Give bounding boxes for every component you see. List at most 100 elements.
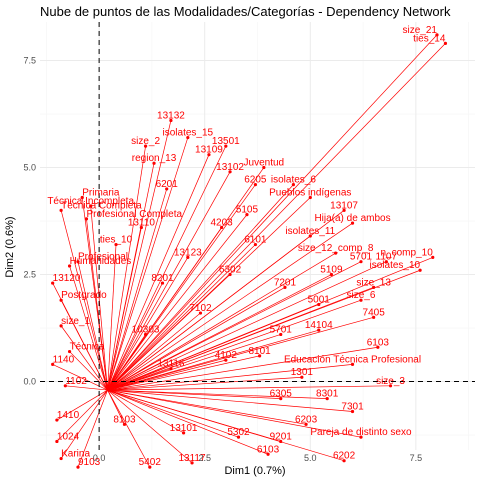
data-point [165, 187, 169, 191]
point-label: 13501 [212, 136, 240, 147]
point-label: size_21 [403, 25, 438, 36]
point-label: 6103 [367, 337, 390, 348]
data-point [279, 439, 283, 444]
point-label: 6203 [295, 414, 318, 425]
data-point [342, 208, 346, 212]
edge [107, 146, 146, 391]
point-label: 13116 [157, 359, 185, 370]
point-label: 13117 [178, 453, 206, 464]
data-point [114, 242, 118, 247]
edge [107, 227, 142, 391]
data-point [262, 165, 266, 170]
edge [107, 312, 201, 391]
point-label: size_12_comp_8 [298, 243, 374, 254]
edge [107, 222, 353, 391]
point-label: 5001 [308, 294, 331, 305]
data-point [236, 435, 241, 439]
point-label: 9103 [78, 457, 101, 468]
point-label: 6302 [219, 265, 242, 276]
data-point [55, 418, 59, 422]
point-label: Humanidades [70, 256, 132, 267]
point-label: Técnica Incompleta [47, 196, 134, 207]
edge [65, 385, 108, 391]
data-point [342, 459, 346, 463]
data-point [169, 367, 173, 371]
data-point [228, 170, 232, 174]
edge [107, 389, 281, 442]
data-point [350, 409, 355, 414]
y-tick-label: 0.0 [23, 377, 36, 387]
point-label: 1102 [65, 376, 87, 387]
data-point [325, 397, 329, 401]
data-point [220, 225, 224, 230]
point-label: 4203 [210, 217, 233, 228]
point-label: 1410 [57, 410, 80, 421]
point-label: size_13 [356, 277, 391, 288]
data-point [435, 33, 439, 37]
edge [107, 184, 294, 391]
data-point [291, 183, 295, 187]
edge [107, 376, 302, 391]
point-label: 8101 [248, 346, 271, 357]
axis-ticks: 0.0 2.5 5.0 7.5 0.0 2.5 5.0 7.5 [23, 56, 422, 463]
point-label: Postgrado [61, 290, 107, 301]
data-point [224, 358, 228, 362]
edge [107, 385, 391, 391]
edge [60, 389, 108, 459]
edge [107, 188, 168, 391]
edge [107, 334, 281, 391]
point-label: 9201 [270, 431, 293, 442]
y-axis-label: Dim2 (0.6%) [4, 216, 16, 277]
point-label: 14104 [305, 320, 333, 331]
edge [107, 261, 387, 391]
edge [69, 351, 108, 391]
edge [107, 120, 172, 391]
point-label: 6205 [244, 175, 267, 186]
edge [107, 282, 163, 391]
point-label: size_2 [131, 136, 160, 147]
data-point [152, 161, 156, 165]
point-label: 6103 [257, 444, 280, 455]
edge [107, 214, 248, 391]
edge [107, 389, 328, 399]
point-label: size_1 [61, 316, 90, 327]
edge [107, 389, 184, 434]
data-point [198, 311, 203, 315]
point-label: Karina [61, 449, 90, 460]
edge [90, 206, 108, 391]
point-label: size_3 [376, 376, 405, 387]
data-point [258, 354, 262, 358]
edge [107, 355, 260, 391]
point-label: 13110 [128, 217, 156, 228]
data-point [148, 465, 152, 469]
data-point [329, 272, 334, 277]
edge [107, 274, 332, 391]
point-label: 13101 [170, 423, 198, 434]
data-point [76, 465, 80, 469]
point-label: 8103 [113, 414, 136, 425]
point-label: 1301 [291, 367, 314, 378]
edge [77, 261, 108, 391]
point-label: Técnica Completa [61, 200, 142, 211]
data-point [59, 298, 63, 302]
point-label: n_comp_10 [381, 247, 434, 258]
data-point [279, 397, 283, 401]
data-point [89, 204, 93, 208]
edge [107, 334, 146, 391]
data-point [67, 264, 72, 268]
point-label: 10303 [132, 324, 160, 335]
data-point [283, 285, 287, 289]
data-point [300, 375, 304, 379]
data-point [317, 328, 321, 332]
point-label: 13109 [195, 145, 223, 156]
edge [52, 364, 108, 391]
point-label: ties_14 [413, 33, 446, 44]
data-point [245, 213, 249, 217]
edge [107, 34, 438, 391]
data-point [80, 195, 84, 200]
data-point [51, 281, 55, 285]
data-point [143, 144, 148, 148]
point-label: Técnica [70, 342, 105, 353]
edge [60, 210, 108, 391]
